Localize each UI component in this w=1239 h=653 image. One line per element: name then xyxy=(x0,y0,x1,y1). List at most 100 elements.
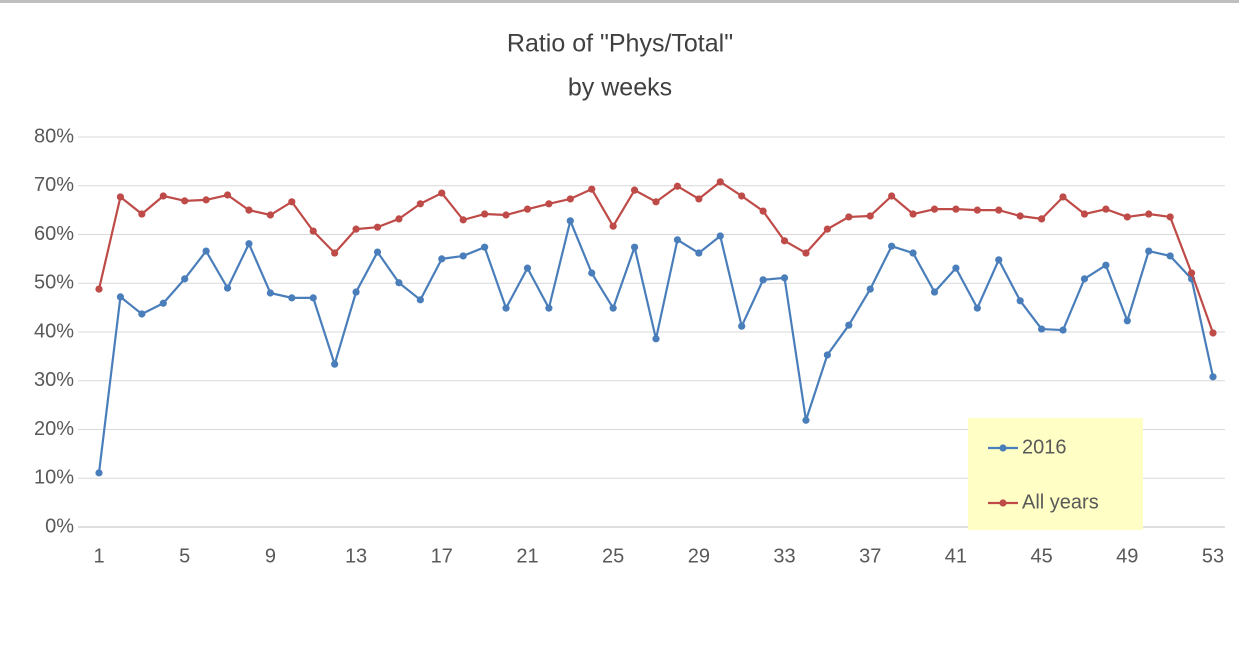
data-point xyxy=(738,322,746,330)
data-point xyxy=(845,213,853,221)
data-point xyxy=(952,264,960,272)
data-point xyxy=(138,210,146,218)
data-point xyxy=(459,252,467,260)
data-point xyxy=(266,289,274,297)
data-point xyxy=(459,216,467,224)
data-point xyxy=(780,274,789,282)
data-point xyxy=(523,264,532,272)
legend-label: All years xyxy=(1022,491,1099,513)
data-point xyxy=(1145,247,1153,255)
data-point xyxy=(1016,212,1024,220)
data-point xyxy=(1123,213,1131,221)
data-point xyxy=(673,236,682,244)
data-point xyxy=(1145,210,1153,218)
data-point xyxy=(1038,215,1046,223)
x-tick-label: 37 xyxy=(859,545,881,567)
data-point xyxy=(1102,205,1110,213)
data-point xyxy=(138,310,146,318)
x-tick-label: 17 xyxy=(431,545,453,567)
data-point xyxy=(373,248,382,256)
data-point xyxy=(288,294,296,302)
data-point xyxy=(395,215,403,223)
data-point xyxy=(309,227,317,235)
data-point xyxy=(481,210,489,218)
data-point xyxy=(630,243,639,251)
data-point xyxy=(609,304,617,312)
x-tick-label: 13 xyxy=(345,545,367,567)
data-point xyxy=(245,240,253,248)
data-point xyxy=(1166,213,1174,221)
data-point xyxy=(395,279,403,287)
data-point xyxy=(481,243,489,251)
data-point xyxy=(930,288,939,296)
data-point xyxy=(866,285,874,293)
data-point xyxy=(223,191,232,199)
data-point xyxy=(373,223,382,231)
data-point xyxy=(95,285,103,293)
data-point xyxy=(566,217,574,225)
data-point xyxy=(845,321,853,329)
data-point xyxy=(780,237,789,245)
data-point xyxy=(523,205,532,213)
data-point xyxy=(716,178,724,186)
chart-title: Ratio of "Phys/Total" xyxy=(507,30,733,58)
data-point xyxy=(159,192,167,200)
data-point xyxy=(181,275,189,283)
data-point xyxy=(973,304,981,312)
x-tick-label: 9 xyxy=(265,545,276,567)
data-point xyxy=(759,276,767,284)
data-point xyxy=(331,249,339,257)
data-point xyxy=(609,222,617,230)
data-point xyxy=(352,288,360,296)
data-point xyxy=(888,242,896,250)
y-tick-label: 70% xyxy=(34,174,74,196)
data-point xyxy=(352,225,360,233)
data-point xyxy=(823,351,831,359)
data-point xyxy=(695,249,703,257)
y-tick-label: 20% xyxy=(34,418,74,440)
data-point xyxy=(866,212,874,220)
data-point xyxy=(309,294,317,302)
y-tick-label: 0% xyxy=(45,515,74,537)
y-tick-label: 60% xyxy=(34,223,74,245)
y-tick-label: 10% xyxy=(34,467,74,489)
data-point xyxy=(566,195,574,203)
data-point xyxy=(652,335,660,343)
x-tick-label: 41 xyxy=(945,545,967,567)
data-point xyxy=(1209,373,1217,381)
data-point xyxy=(545,200,553,208)
data-point xyxy=(802,416,810,424)
data-point xyxy=(1038,325,1046,333)
legend-label: 2016 xyxy=(1022,436,1067,458)
y-tick-label: 40% xyxy=(34,320,74,342)
data-point xyxy=(266,211,274,219)
data-point xyxy=(695,195,703,203)
data-point xyxy=(995,256,1003,264)
chart-subtitle: by weeks xyxy=(568,74,672,102)
x-tick-label: 33 xyxy=(773,545,795,567)
data-point xyxy=(1209,329,1217,337)
y-tick-label: 30% xyxy=(34,369,74,391)
data-point xyxy=(331,360,339,368)
legend-box xyxy=(968,418,1143,530)
data-point xyxy=(588,185,596,193)
data-point xyxy=(1123,317,1131,325)
x-tick-label: 21 xyxy=(516,545,538,567)
data-point xyxy=(973,206,981,214)
data-point xyxy=(223,284,232,292)
data-point xyxy=(416,200,424,208)
x-tick-label: 53 xyxy=(1202,545,1224,567)
data-point xyxy=(995,206,1003,214)
legend-marker xyxy=(999,444,1007,452)
y-tick-label: 50% xyxy=(34,272,74,294)
x-tick-label: 49 xyxy=(1116,545,1138,567)
data-point xyxy=(888,192,896,200)
data-point xyxy=(1080,275,1089,283)
data-point xyxy=(716,232,724,240)
x-tick-label: 25 xyxy=(602,545,624,567)
data-point xyxy=(416,296,424,304)
data-point xyxy=(245,206,253,214)
data-point xyxy=(202,196,210,204)
